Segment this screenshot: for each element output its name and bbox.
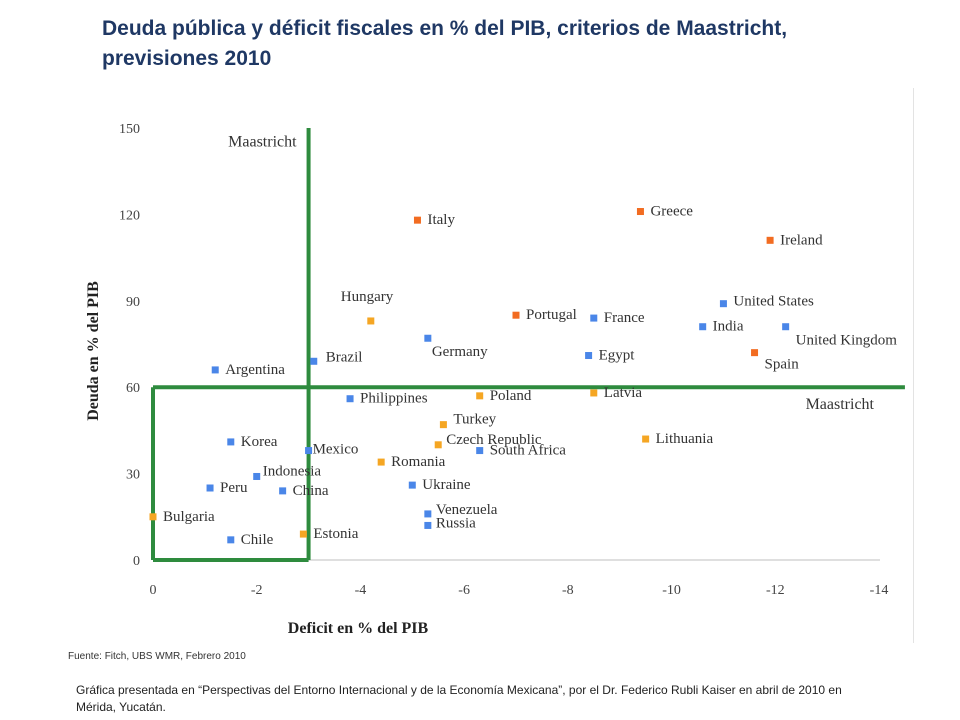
data-point	[585, 352, 593, 360]
point-label: Lithuania	[656, 431, 714, 447]
data-point	[413, 216, 421, 224]
point-label: Bulgaria	[163, 509, 215, 525]
data-point	[211, 366, 219, 374]
x-tick-label: 0	[150, 583, 157, 598]
data-point	[512, 311, 520, 319]
maastricht-horizontal-label: Maastricht	[806, 396, 875, 413]
point-label: Russia	[436, 515, 476, 531]
maastricht-guides: Maastricht Maastricht	[151, 128, 905, 562]
data-point	[590, 314, 598, 322]
data-point	[751, 349, 759, 357]
point-label: Peru	[220, 480, 248, 496]
point-label: India	[713, 319, 744, 335]
data-point	[227, 536, 235, 544]
point-label: Korea	[241, 434, 278, 450]
data-point	[149, 513, 157, 521]
point-label: Ukraine	[422, 477, 471, 493]
data-point	[766, 236, 774, 244]
data-point	[346, 395, 354, 403]
scatter-chart: 0 30 60 90 120 150 0 -2 -4 -6 -8 -10 -12 -14 Maastri…	[60, 88, 916, 646]
point-label: United Kingdom	[796, 333, 898, 349]
data-point	[367, 317, 375, 325]
point-label: Hungary	[341, 289, 394, 305]
data-point	[476, 392, 484, 400]
x-tick-label: -2	[251, 583, 263, 598]
point-label: Poland	[490, 388, 532, 404]
point-label: France	[604, 310, 645, 326]
point-label: Philippines	[360, 391, 428, 407]
chart-title: Deuda pública y déficit fiscales en % de…	[102, 17, 788, 70]
x-tick-labels: 0 -2 -4 -6 -8 -10 -12 -14	[150, 583, 889, 598]
data-point	[424, 521, 432, 529]
point-label: Greece	[650, 204, 693, 220]
data-point	[719, 300, 727, 308]
data-point	[408, 481, 416, 489]
y-tick-label: 150	[119, 122, 140, 137]
point-label: Germany	[432, 344, 488, 360]
point-label: Venezuela	[436, 502, 498, 518]
point-label: Brazil	[326, 349, 363, 365]
x-tick-label: -6	[458, 583, 470, 598]
data-point	[476, 447, 484, 455]
x-tick-label: -14	[870, 583, 889, 598]
point-label: Latvia	[604, 385, 643, 401]
maastricht-vertical-label: Maastricht	[228, 133, 297, 150]
y-tick-label: 0	[133, 554, 140, 569]
point-label: Indonesia	[263, 463, 322, 479]
chart-canvas: 0 30 60 90 120 150 0 -2 -4 -6 -8 -10 -12 -14 Maastri…	[85, 122, 905, 637]
data-point	[299, 530, 307, 538]
data-point	[439, 421, 447, 429]
x-axis-label: Deficit en % del PIB	[288, 620, 429, 637]
point-label: Czech Republic	[446, 432, 542, 448]
x-tick-label: -10	[662, 583, 681, 598]
data-point	[424, 334, 432, 342]
x-tick-label: -4	[355, 583, 367, 598]
data-point	[782, 323, 790, 331]
data-point	[253, 472, 261, 480]
point-label: China	[293, 483, 329, 499]
data-point	[227, 438, 235, 446]
footnote-text: Gráfica presentada en “Perspectivas del …	[76, 683, 842, 714]
point-label: Romania	[391, 454, 445, 470]
point-label: Egypt	[599, 348, 636, 364]
point-label: Portugal	[526, 307, 577, 323]
point-label: Chile	[241, 532, 274, 548]
data-point	[642, 435, 650, 443]
point-label: Italy	[427, 212, 455, 228]
data-point	[279, 487, 287, 495]
data-point	[699, 323, 707, 331]
data-point	[377, 458, 385, 466]
y-axis-label: Deuda en % del PIB	[85, 281, 102, 421]
point-label: Spain	[765, 357, 800, 373]
data-point	[310, 357, 318, 365]
divider-line	[913, 88, 914, 643]
data-points: Argentina Brazil Germany Philippines Korea Me…	[149, 204, 898, 548]
data-point	[590, 389, 598, 397]
point-label: Ireland	[780, 232, 823, 248]
point-label: Mexico	[313, 442, 359, 458]
data-point	[434, 441, 442, 449]
y-tick-label: 30	[126, 468, 140, 483]
point-label: Turkey	[453, 412, 496, 428]
source-note: Fuente: Fitch, UBS WMR, Febrero 2010	[68, 651, 246, 662]
point-label: Argentina	[225, 362, 285, 378]
data-point	[636, 208, 644, 216]
point-label: United States	[733, 294, 814, 310]
y-tick-label: 90	[126, 295, 140, 310]
point-label: Estonia	[313, 526, 358, 542]
x-tick-label: -8	[562, 583, 574, 598]
data-point	[424, 510, 432, 518]
data-point	[206, 484, 214, 492]
data-point	[305, 447, 313, 455]
y-tick-label: 120	[119, 208, 140, 223]
y-tick-label: 60	[126, 381, 140, 396]
x-tick-label: -12	[766, 583, 785, 598]
y-tick-labels: 0 30 60 90 120 150	[119, 122, 140, 569]
point-label: South Africa	[490, 443, 567, 459]
